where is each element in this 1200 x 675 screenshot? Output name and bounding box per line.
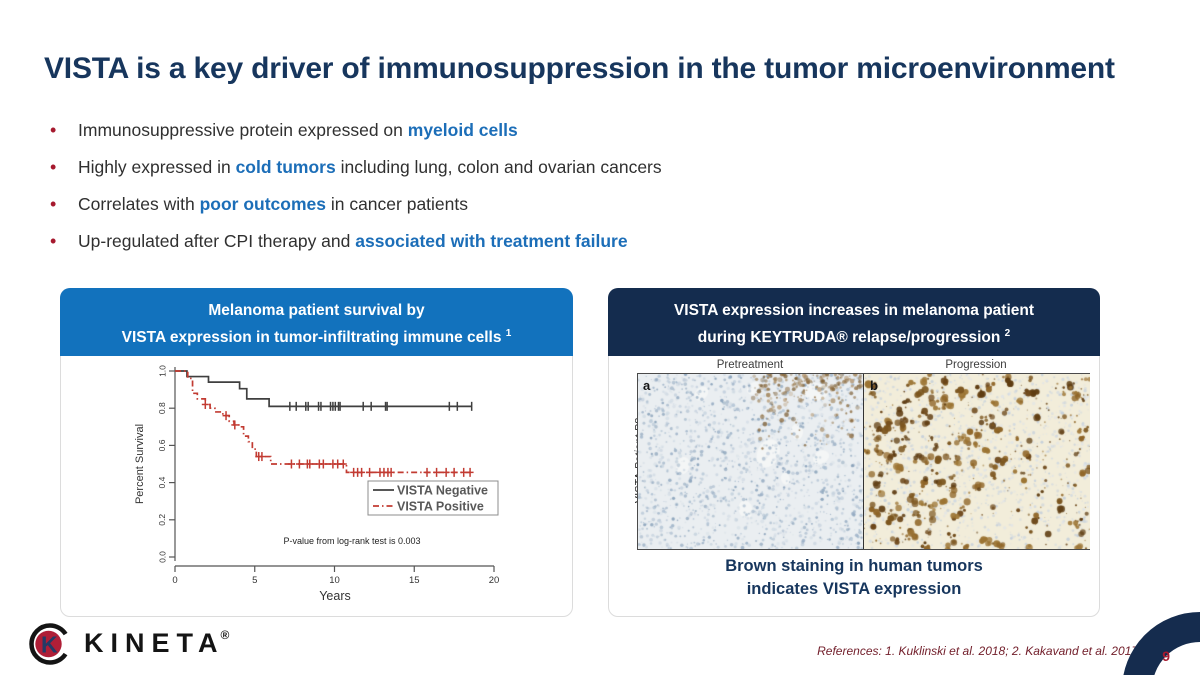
ihc-panel-header: VISTA expression increases in melanoma p… xyxy=(608,288,1100,356)
km-survival-chart: 0.0 0.2 0.4 0.6 0.8 1.0 0 5 10 15 20 Percent Surviv… xyxy=(134,365,500,603)
svg-text:20: 20 xyxy=(489,575,500,586)
references-text: References: 1. Kuklinski et al. 2018; 2.… xyxy=(817,644,1138,658)
ihc-figure-frame xyxy=(637,373,1090,550)
bullet-marker: • xyxy=(50,157,57,177)
svg-text:P-value from log-rank test is: P-value from log-rank test is 0.003 xyxy=(283,536,420,546)
column-label-progression: Progression xyxy=(945,359,1007,371)
svg-text:VISTA Positive: VISTA Positive xyxy=(397,500,484,514)
bullet-marker: • xyxy=(50,194,57,214)
kineta-logo-text: KINETA xyxy=(84,628,225,658)
subfigure-label-b: b xyxy=(870,378,878,393)
bullet-item: • Immunosuppressive protein expressed on… xyxy=(50,120,662,157)
ihc-image-pretreatment xyxy=(638,374,863,549)
kineta-logo: K KINETA ® xyxy=(28,620,233,667)
bullet-item: • Up-regulated after CPI therapy and ass… xyxy=(50,231,662,268)
svg-text:VISTA Negative: VISTA Negative xyxy=(397,484,488,498)
bullet-text: Up-regulated after CPI therapy and assoc… xyxy=(78,231,628,251)
ihc-panel: VISTA expression increases in melanoma p… xyxy=(608,288,1100,617)
registered-mark-icon: ® xyxy=(220,627,230,642)
kineta-logo-icon: K xyxy=(29,623,71,665)
bullet-item: • Correlates with poor outcomes in cance… xyxy=(50,194,662,231)
survival-header-line1: Melanoma patient survival by xyxy=(208,302,425,319)
svg-text:15: 15 xyxy=(409,575,420,586)
ihc-header-line1: VISTA expression increases in melanoma p… xyxy=(673,302,1035,319)
bullet-text: Correlates with poor outcomes in cancer … xyxy=(78,194,469,214)
subfigure-label-a: a xyxy=(643,378,651,393)
reference-superscript: 1 xyxy=(505,328,512,339)
bullet-item: • Highly expressed in cold tumors includ… xyxy=(50,157,662,194)
page-number: 9 xyxy=(1162,648,1170,664)
slide-title: VISTA is a key driver of immunosuppressi… xyxy=(44,52,1115,85)
survival-header-line2: VISTA expression in tumor-infiltrating i… xyxy=(121,328,512,347)
ihc-header-line2: during KEYTRUDA® relapse/progression 2 xyxy=(697,328,1011,347)
bullet-text: Immunosuppressive protein expressed on m… xyxy=(78,120,518,140)
ihc-caption: Brown staining in human tumors indicates… xyxy=(725,557,983,598)
survival-panel-header: Melanoma patient survival by VISTA expre… xyxy=(60,288,573,356)
svg-text:0.8: 0.8 xyxy=(157,402,167,414)
svg-text:Percent Survival: Percent Survival xyxy=(134,424,146,504)
svg-text:0.0: 0.0 xyxy=(157,551,167,563)
bullet-text: Highly expressed in cold tumors includin… xyxy=(78,157,662,177)
ihc-image-progression xyxy=(863,374,1090,549)
svg-text:1.0: 1.0 xyxy=(157,365,167,377)
svg-text:0.6: 0.6 xyxy=(157,439,167,451)
survival-panel: Melanoma patient survival by VISTA expre… xyxy=(60,288,573,617)
svg-text:K: K xyxy=(41,632,58,658)
column-label-pretreatment: Pretreatment xyxy=(716,359,784,371)
corner-arc-decoration xyxy=(1123,612,1200,675)
bullet-marker: • xyxy=(50,120,57,140)
svg-text:5: 5 xyxy=(252,575,257,586)
svg-text:Years: Years xyxy=(319,589,351,603)
bullet-marker: • xyxy=(50,231,57,251)
svg-text:10: 10 xyxy=(329,575,340,586)
reference-superscript: 2 xyxy=(1004,328,1011,339)
svg-text:0.4: 0.4 xyxy=(157,476,167,488)
bullet-list: • Immunosuppressive protein expressed on… xyxy=(50,120,662,268)
svg-text:0: 0 xyxy=(172,575,177,586)
svg-text:0.2: 0.2 xyxy=(157,514,167,526)
